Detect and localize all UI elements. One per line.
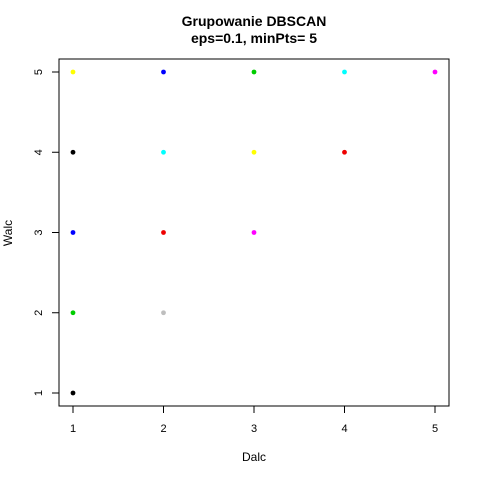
- x-axis-label: Dalc: [242, 450, 266, 464]
- data-point: [161, 310, 166, 316]
- data-point: [251, 69, 257, 75]
- data-points: [70, 69, 438, 396]
- y-axis: 1 2 3 4 5: [33, 69, 60, 396]
- data-point: [161, 149, 166, 155]
- y-tick-label: 3: [33, 229, 45, 235]
- data-point: [342, 69, 347, 75]
- chart-subtitle: eps=0.1, minPts= 5: [191, 30, 317, 46]
- y-tick-label: 4: [33, 149, 45, 155]
- y-axis-label: Walc: [1, 220, 15, 246]
- data-point: [251, 149, 257, 155]
- data-point: [70, 69, 76, 75]
- x-tick-label: 5: [432, 423, 438, 435]
- x-tick-label: 4: [341, 423, 347, 435]
- y-tick-label: 5: [33, 69, 45, 75]
- data-point: [342, 149, 347, 155]
- data-point: [161, 230, 166, 235]
- x-tick-label: 3: [251, 423, 257, 435]
- data-point: [70, 230, 76, 235]
- x-tick-label: 2: [160, 423, 166, 435]
- data-point: [70, 149, 76, 155]
- x-tick-label: 1: [70, 423, 76, 435]
- chart-title: Grupowanie DBSCAN: [182, 13, 327, 29]
- data-point: [161, 69, 166, 75]
- data-point: [70, 390, 76, 396]
- y-tick-label: 2: [33, 310, 45, 316]
- data-point: [251, 230, 257, 235]
- data-point: [70, 310, 76, 316]
- y-tick-label: 1: [33, 390, 45, 396]
- x-axis: 1 2 3 4 5: [70, 405, 438, 435]
- data-point: [432, 69, 438, 75]
